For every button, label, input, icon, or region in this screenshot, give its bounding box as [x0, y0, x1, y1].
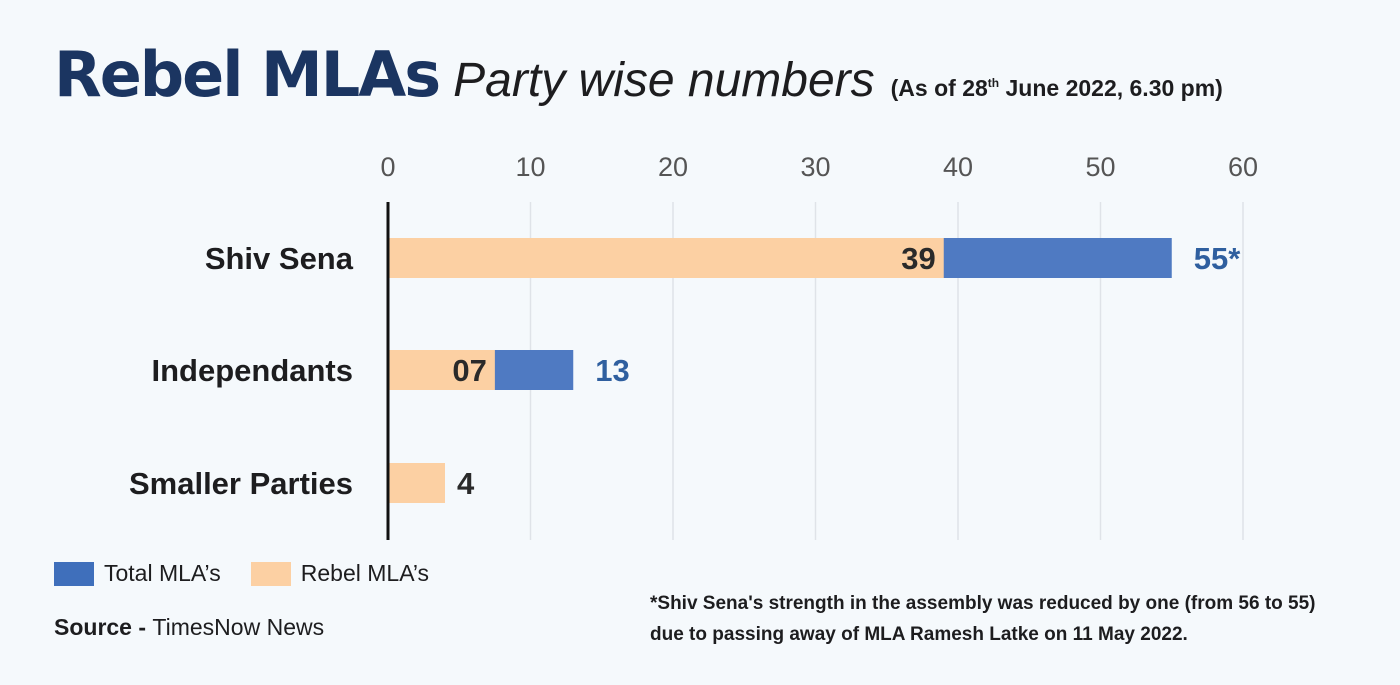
x-tick-label-10: 10 — [515, 152, 545, 182]
x-tick-label-20: 20 — [658, 152, 688, 182]
source-value: TimesNow News — [152, 614, 325, 640]
category-label-0: Shiv Sena — [205, 241, 354, 276]
legend-swatch-rebel — [250, 561, 291, 586]
legend-swatch-total — [54, 561, 94, 586]
chart-title: Rebel MLAs Party wise numbers (As of 28th … — [54, 38, 1223, 111]
x-tick-label-50: 50 — [1085, 152, 1115, 182]
rebel-value-label-0: 39 — [901, 241, 935, 276]
source-credit: Source - TimesNow News — [54, 614, 324, 641]
title-subtitle: Party wise numbers — [453, 54, 875, 107]
x-tick-label-0: 0 — [380, 152, 395, 182]
date-prefix: (As of 28 — [890, 75, 988, 101]
x-tick-label-60: 60 — [1228, 152, 1258, 182]
title-main: Rebel MLAs — [54, 38, 441, 111]
bar-rebel-1 — [388, 350, 495, 390]
footnote: *Shiv Sena's strength in the assembly wa… — [650, 588, 1370, 650]
footnote-line-1: *Shiv Sena's strength in the assembly wa… — [650, 593, 1316, 614]
rebel-value-label-1: 07 — [452, 353, 486, 388]
bar-rebel-0 — [388, 238, 944, 278]
legend-item-total: Total MLA’s — [54, 560, 221, 587]
category-label-2: Smaller Parties — [129, 466, 353, 501]
bar-chart: 0 10 20 30 40 50 60 Shiv Sena 39 55* Independants 0… — [129, 152, 1258, 540]
rebel-value-label-2: 4 — [457, 466, 475, 501]
legend-label-rebel: Rebel MLA’s — [300, 560, 430, 586]
date-superscript: th — [987, 76, 1000, 90]
legend-item-rebel: Rebel MLA’s — [250, 560, 430, 587]
x-tick-label-30: 30 — [800, 152, 830, 182]
footnote-line-2: due to passing away of MLA Ramesh Latke … — [650, 624, 1188, 645]
date-suffix: June 2022, 6.30 pm) — [999, 75, 1223, 101]
legend-label-total: Total MLA’s — [104, 560, 221, 586]
total-value-label-1: 13 — [595, 353, 629, 388]
x-tick-label-40: 40 — [943, 152, 973, 182]
source-label: Source - — [54, 614, 153, 640]
title-date-note: (As of 28th June 2022, 6.30 pm) — [891, 75, 1223, 101]
bar-rebel-2 — [388, 463, 445, 503]
category-label-1: Independants — [151, 353, 353, 388]
total-value-label-0: 55* — [1194, 241, 1241, 276]
legend: Total MLA’s Rebel MLA’s — [54, 560, 459, 587]
